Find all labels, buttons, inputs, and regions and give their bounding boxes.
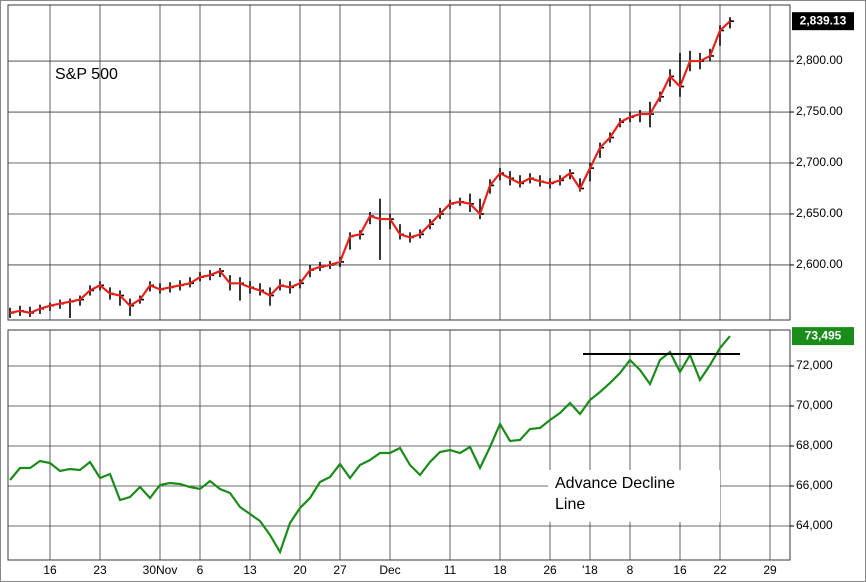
y-tick-label: 68,000 [796,438,833,452]
x-tick-label: 16 [43,563,57,577]
y-tick-label: 72,000 [796,358,833,372]
x-tick-label: 29 [763,563,777,577]
y-tick-label: 2,800.00 [796,53,843,67]
y-tick-label: 64,000 [796,518,833,532]
x-tick-label: Dec [379,563,400,577]
x-tick-label: 8 [627,563,634,577]
value-box [792,327,854,346]
last-value-label: 2,839.13 [800,13,847,27]
annotation: S&P 500 [55,66,118,83]
annotation-box [548,470,720,522]
x-tick-label: 16 [673,563,687,577]
x-tick-label: 6 [197,563,204,577]
y-tick-label: 2,600.00 [796,257,843,271]
plot-area [7,329,791,561]
x-tick-label: '18 [582,563,598,577]
annotation: Advance Decline [555,475,675,492]
y-tick-label: 70,000 [796,398,833,412]
value-box [792,12,854,31]
x-tick-label: 18 [493,563,507,577]
y-tick-label: 2,750.00 [796,104,843,118]
x-tick-label: 30Nov [143,563,178,577]
close-line [9,20,731,315]
ad-line [9,335,731,555]
y-tick-label: 2,700.00 [796,155,843,169]
x-tick-label: 22 [713,563,727,577]
last-value-label: 73,495 [805,328,842,342]
x-tick-label: 23 [93,563,107,577]
x-tick-label: 11 [444,563,457,577]
x-tick-label: 27 [333,563,347,577]
y-tick-label: 66,000 [796,478,833,492]
y-tick-label: 2,650.00 [796,206,843,220]
annotation: Line [555,496,585,513]
x-tick-label: 13 [243,563,257,577]
x-tick-label: 20 [293,563,307,577]
plot-area [7,4,791,321]
x-tick-label: 26 [543,563,557,577]
